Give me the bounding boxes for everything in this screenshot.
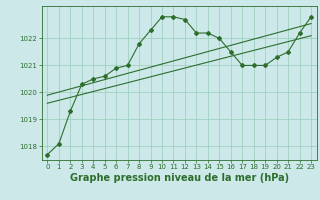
X-axis label: Graphe pression niveau de la mer (hPa): Graphe pression niveau de la mer (hPa) <box>70 173 289 183</box>
